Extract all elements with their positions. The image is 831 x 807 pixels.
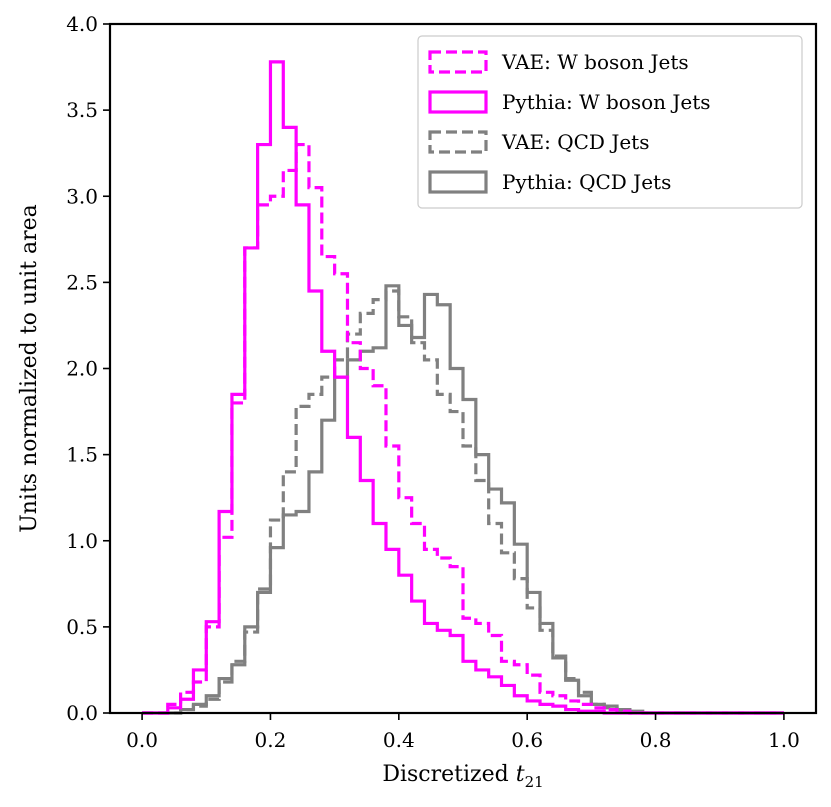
y-tick-label: 4.0 <box>66 12 98 36</box>
series-pythia-qcd-jets <box>142 284 784 715</box>
legend-label: Pythia: W boson Jets <box>502 90 711 114</box>
x-tick-label: 0.0 <box>126 728 158 752</box>
x-axis-label: Discretized t21 <box>382 762 543 791</box>
legend-box <box>417 35 803 209</box>
y-tick-label: 2.5 <box>66 270 98 294</box>
x-tick-label: 1.0 <box>768 728 800 752</box>
legend: VAE: W boson Jets Pythia: W boson Jets VAE… <box>417 35 803 209</box>
x-tick-label: 0.8 <box>640 728 672 752</box>
plot-frame <box>108 22 818 715</box>
x-tick-label: 0.2 <box>255 728 287 752</box>
y-axis-label: Units normalized to unit area <box>17 204 42 533</box>
y-tick-label: 2.0 <box>66 357 98 381</box>
legend-label: VAE: W boson Jets <box>501 50 689 74</box>
legend-swatch <box>428 130 488 154</box>
legend-swatch <box>428 50 488 74</box>
x-tick-label: 0.6 <box>511 728 543 752</box>
x-tick-label: 0.4 <box>383 728 415 752</box>
legend-label: VAE: QCD Jets <box>501 130 649 154</box>
series-vae-w-boson-jets <box>142 142 784 715</box>
y-tick-label: 1.0 <box>66 529 98 553</box>
x-axis-ticks: 0.0 0.2 0.4 0.6 0.8 1.0 <box>126 713 800 752</box>
y-tick-label: 0.5 <box>66 615 98 639</box>
y-tick-label: 3.0 <box>66 184 98 208</box>
y-tick-label: 0.0 <box>66 701 98 725</box>
legend-swatch <box>428 90 488 114</box>
y-tick-label: 3.5 <box>66 98 98 122</box>
y-axis-ticks: 0.0 0.5 1.0 1.5 2.0 2.5 3.0 3.5 4.0 <box>66 12 110 725</box>
legend-label: Pythia: QCD Jets <box>502 170 671 194</box>
y-tick-label: 1.5 <box>66 443 98 467</box>
legend-swatch <box>428 170 488 194</box>
